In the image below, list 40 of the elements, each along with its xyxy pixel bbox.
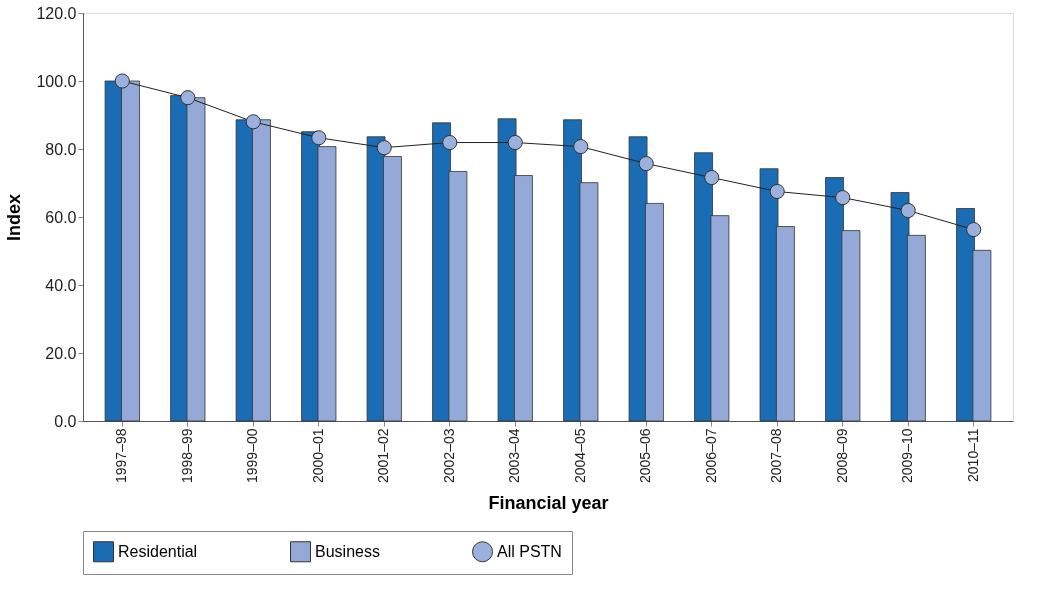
x-tick-label: 1997–98 <box>113 428 130 484</box>
point <box>835 190 851 206</box>
y-tick-label: 20.0 <box>45 344 77 362</box>
point <box>900 202 916 219</box>
y-tick-label: 80.0 <box>45 140 77 158</box>
legend-label: Business <box>315 542 380 560</box>
point <box>114 73 130 89</box>
point <box>180 90 196 106</box>
x-tick-label: 2002–03 <box>440 428 457 484</box>
x-tick-label: 2007–08 <box>768 428 785 484</box>
x-tick-label: 2005–06 <box>637 428 654 484</box>
point <box>376 140 392 156</box>
x-tick-label: 2004–05 <box>571 428 588 484</box>
x-tick-label: 1998–99 <box>178 428 195 484</box>
x-tick-label: 1999–00 <box>244 428 261 484</box>
y-tick-label: 0.0 <box>54 412 77 430</box>
x-tick-label: 2006–07 <box>702 428 719 484</box>
point <box>704 170 720 186</box>
y-tick-label: 40.0 <box>45 276 77 294</box>
point <box>769 183 785 200</box>
x-tick-label: 2003–04 <box>506 428 523 484</box>
point <box>442 134 458 151</box>
y-tick-label: 120.0 <box>36 4 77 22</box>
legend-label: All PSTN <box>497 542 562 560</box>
point <box>638 156 654 172</box>
x-axis-title: Financial year <box>488 493 609 513</box>
point <box>245 114 261 130</box>
x-tick-label: 2001–02 <box>375 428 392 484</box>
point <box>966 222 982 238</box>
legend-label: Residential <box>118 542 198 560</box>
x-tick-label: 2008–09 <box>833 428 850 484</box>
y-axis-title: Index <box>4 193 25 242</box>
y-tick-label: 100.0 <box>36 72 77 90</box>
y-tick-label: 60.0 <box>45 208 77 226</box>
x-tick-label: 2010–11 <box>964 428 981 482</box>
point <box>507 134 523 151</box>
point <box>311 130 327 146</box>
x-tick-label: 2000–01 <box>309 428 326 484</box>
point <box>573 139 589 155</box>
x-tick-label: 2009–10 <box>899 428 916 484</box>
